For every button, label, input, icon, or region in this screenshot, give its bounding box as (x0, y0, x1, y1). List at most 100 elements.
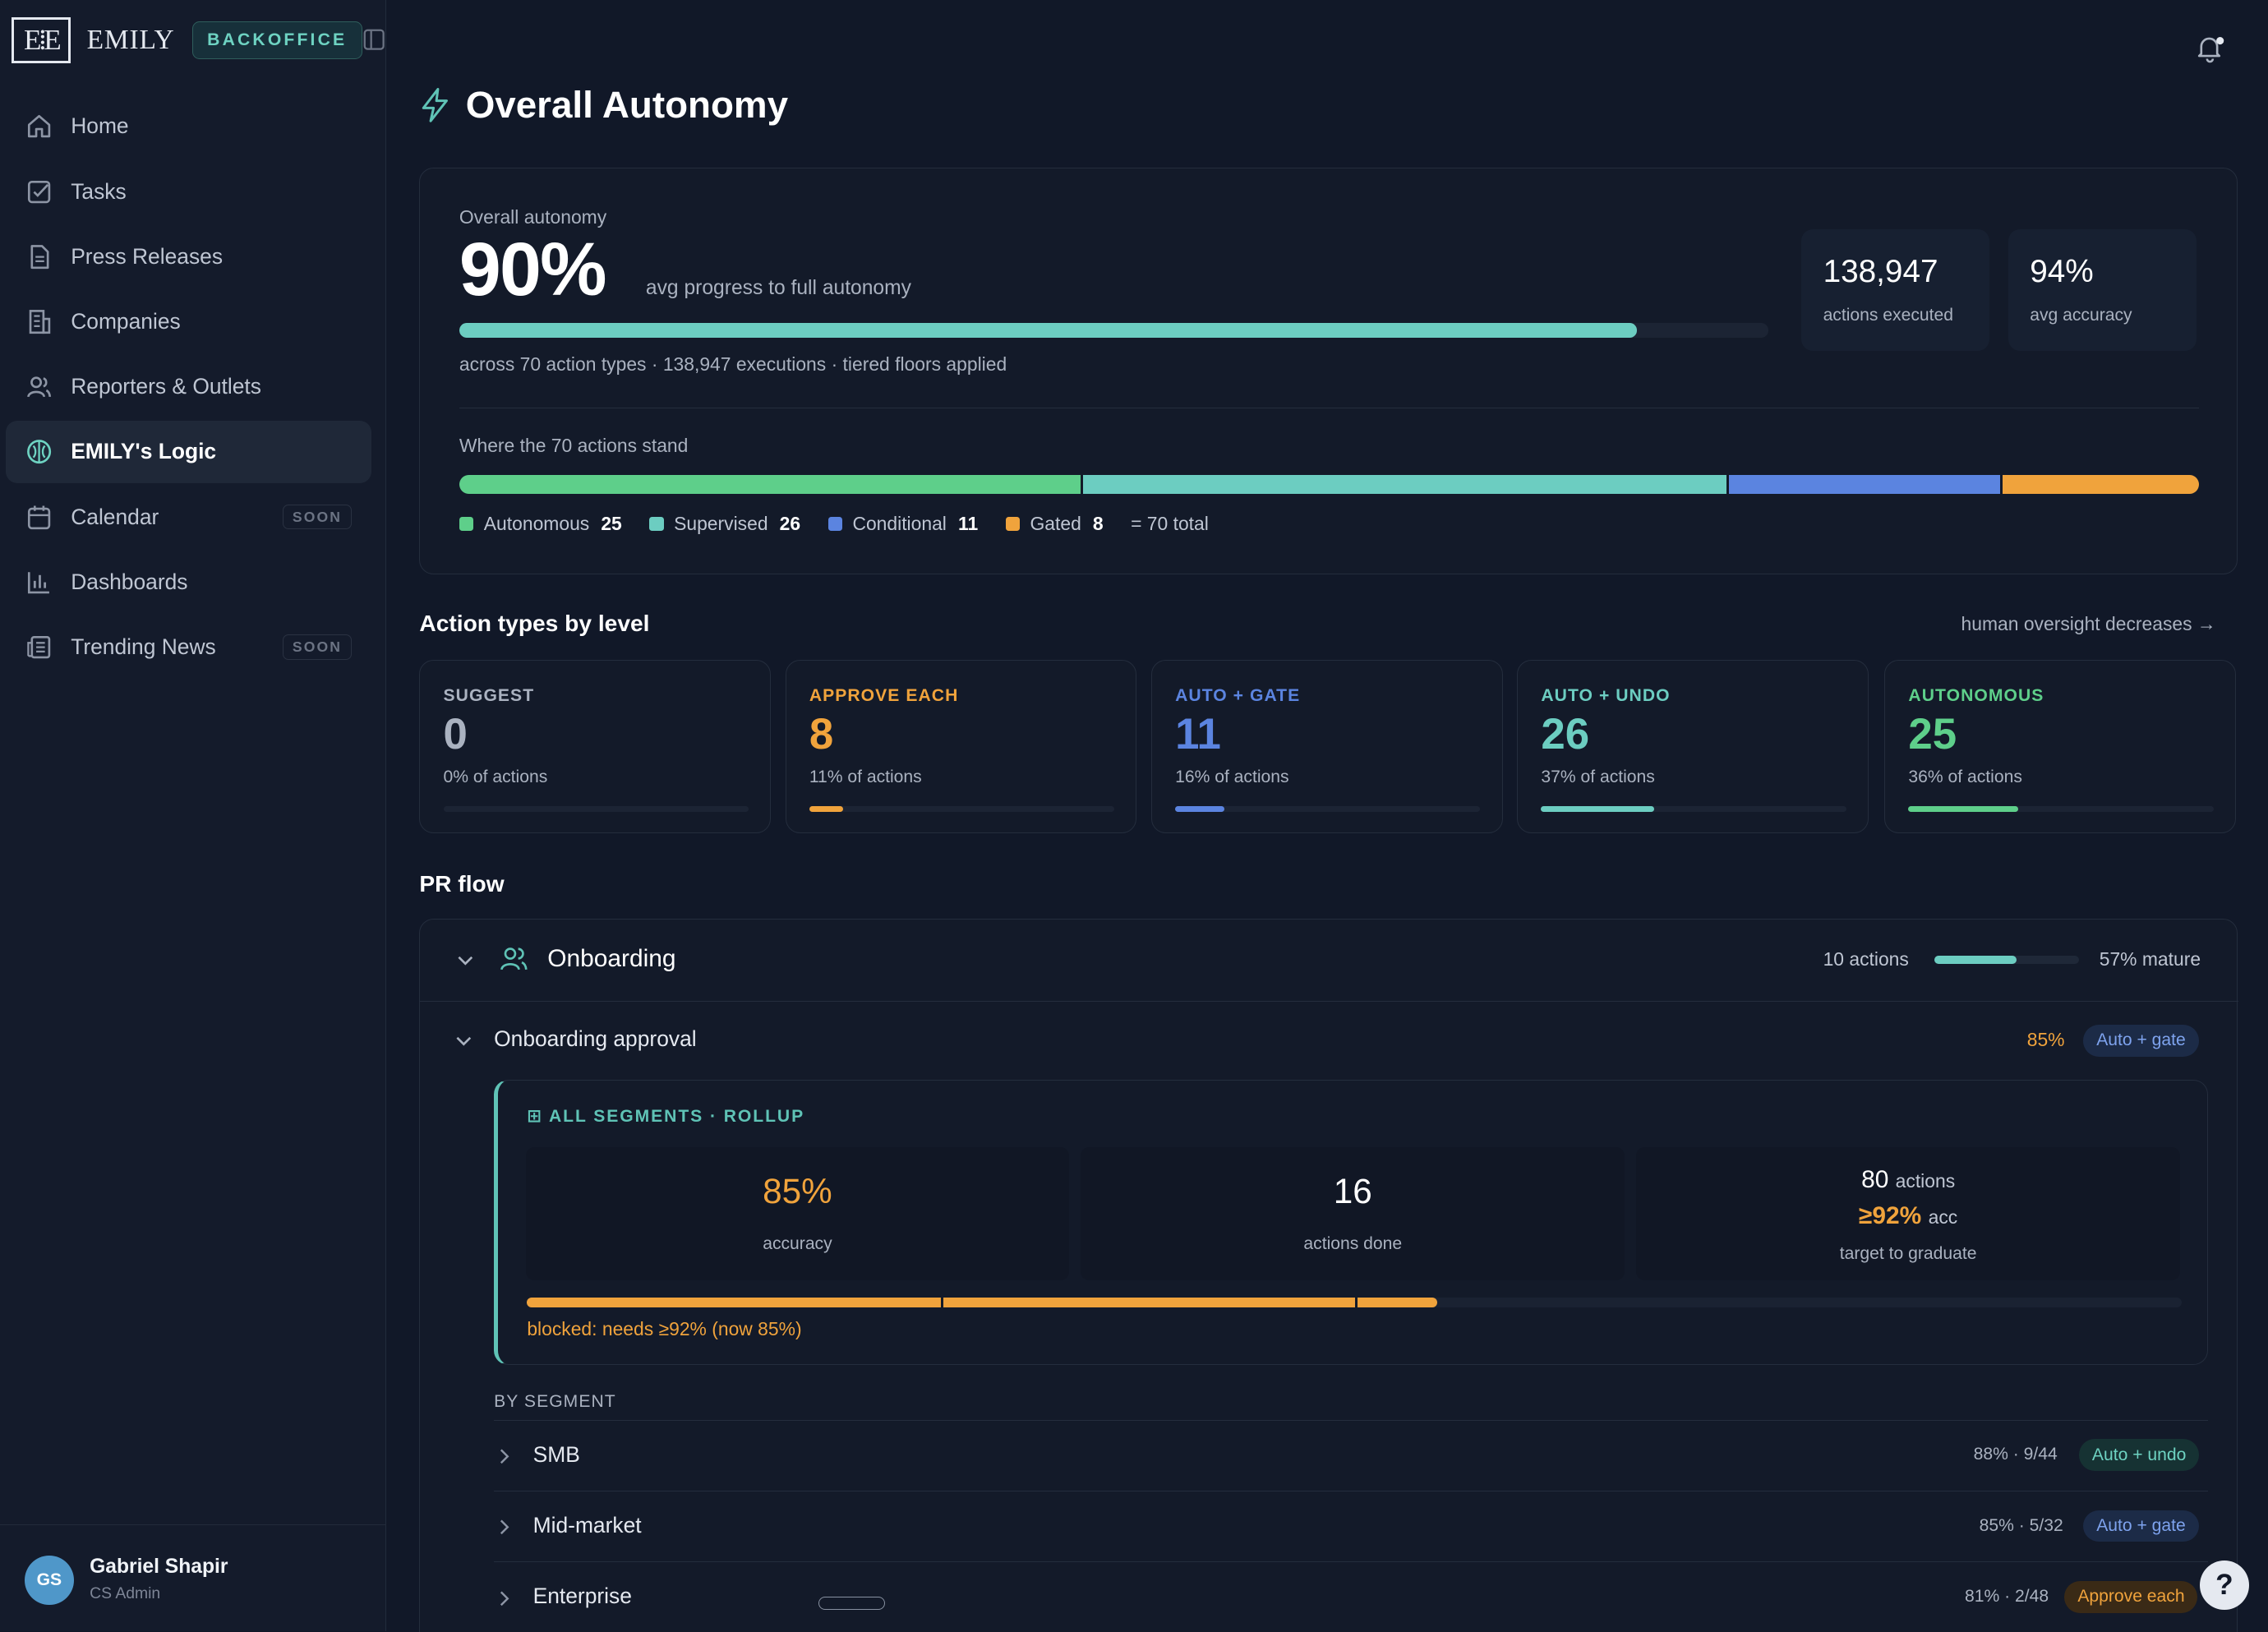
legend-total: = 70 total (1131, 513, 1209, 535)
blocked-message: blocked: needs ≥92% (now 85%) (527, 1317, 802, 1339)
levels-title: Action types by level (419, 610, 650, 636)
building-icon (25, 307, 53, 336)
chevron-down-icon[interactable] (455, 950, 476, 970)
action-row-onboarding-approval[interactable]: Onboarding approval 85% Auto + gate (420, 1002, 2238, 1080)
actions-stand-label: Where the 70 actions stand (459, 434, 689, 456)
segment-name: Mid-market (532, 1513, 642, 1538)
stat-label: actions executed (1823, 306, 1953, 325)
level-count: 8 (809, 710, 834, 759)
distribution-segment-conditional (1726, 475, 2001, 495)
target-acc-unit: acc (1928, 1206, 1958, 1228)
level-pct: 16% of actions (1175, 767, 1289, 786)
sidebar-item-trending-news[interactable]: Trending News SOON (6, 616, 371, 679)
level-pct: 0% of actions (443, 767, 548, 786)
legend-label: Supervised (674, 513, 768, 535)
level-title: AUTONOMOUS (1908, 686, 2044, 706)
autonomy-progress-bar (459, 323, 1768, 339)
level-count: 25 (1908, 710, 1957, 759)
sidebar-item-home[interactable]: Home (6, 95, 371, 158)
brand-name: EMILY (86, 25, 175, 56)
segment-row-mid-market[interactable]: Mid-market 85% · 5/32 Auto + gate (494, 1490, 2208, 1561)
rollup-done: 16 actions done (1081, 1146, 1625, 1280)
level-title: SUGGEST (443, 686, 535, 706)
sidebar-item-emilys-logic[interactable]: EMILY's Logic (6, 421, 372, 483)
sidebar-item-tasks[interactable]: Tasks (6, 160, 371, 223)
main-content: Overall Autonomy Overall autonomy 90% av… (386, 0, 2268, 1632)
graduation-progress-bar (527, 1297, 2182, 1308)
level-track (443, 806, 749, 813)
level-badge: Auto + gate (2083, 1025, 2199, 1057)
legend-swatch (459, 516, 474, 532)
page-header: Overall Autonomy (419, 84, 788, 127)
level-card-auto-gate[interactable]: AUTO + GATE 11 16% of actions (1150, 659, 1503, 833)
maturity-bar (1934, 955, 2080, 965)
level-card-auto-undo[interactable]: AUTO + UNDO 26 37% of actions (1517, 659, 1869, 833)
level-count: 11 (1175, 710, 1221, 759)
rollup-accuracy-value: 85% (763, 1171, 832, 1210)
actions-distribution-bar (459, 475, 2200, 495)
sidebar-item-press-releases[interactable]: Press Releases (6, 226, 371, 288)
rollup-target-label: target to graduate (1839, 1243, 1977, 1263)
segment-name: SMB (532, 1441, 580, 1467)
sidebar-collapse-icon[interactable] (363, 29, 385, 50)
stat-label: avg accuracy (2030, 306, 2132, 325)
rollup-target-accuracy: ≥92% acc (1636, 1202, 2180, 1230)
overall-autonomy-card: Overall autonomy 90% avg progress to ful… (419, 168, 2238, 574)
level-card-autonomous[interactable]: AUTONOMOUS 25 36% of actions (1884, 659, 2236, 833)
stat-value: 138,947 (1823, 253, 1938, 289)
target-actions-value: 80 (1861, 1165, 1889, 1193)
level-count: 26 (1541, 710, 1590, 759)
backoffice-badge: BACKOFFICE (191, 21, 362, 60)
user-profile[interactable]: GS Gabriel Shapir CS Admin (0, 1524, 386, 1631)
chevron-down-icon[interactable] (454, 1030, 474, 1051)
sidebar-item-label: Reporters & Outlets (71, 374, 261, 399)
users-icon (25, 372, 53, 401)
sidebar-item-companies[interactable]: Companies (6, 291, 371, 353)
sidebar-item-calendar[interactable]: Calendar SOON (6, 486, 371, 548)
sidebar-item-label: Calendar (71, 504, 159, 529)
brand[interactable]: E⁞E EMILY BACKOFFICE (12, 17, 362, 64)
legend-conditional: Conditional 11 (827, 513, 978, 535)
sidebar: E⁞E EMILY BACKOFFICE Home Tasks Press Re… (0, 0, 386, 1632)
group-name: Onboarding (547, 945, 676, 973)
rollup-target-actions: 80 actions (1636, 1166, 2180, 1194)
bell-icon[interactable] (2194, 32, 2226, 64)
level-badge: Auto + undo (2079, 1439, 2200, 1472)
rollup-accuracy-label: accuracy (763, 1233, 832, 1253)
by-segment-label: BY SEGMENT (494, 1392, 616, 1412)
target-acc-value: ≥92% (1859, 1201, 1922, 1229)
chevron-right-icon[interactable] (494, 1588, 514, 1609)
sidebar-item-label: Home (71, 113, 129, 139)
user-role: CS Admin (90, 1584, 161, 1603)
level-card-approve-each[interactable]: APPROVE EACH 8 11% of actions (785, 659, 1137, 833)
level-badge: Auto + gate (2083, 1510, 2199, 1542)
level-card-suggest[interactable]: SUGGEST 0 0% of actions (419, 659, 772, 833)
chevron-right-icon[interactable] (494, 1517, 514, 1537)
graduation-progress-part (1355, 1297, 1437, 1308)
group-row-onboarding[interactable]: Onboarding 10 actions 57% mature (420, 920, 2238, 1002)
level-count: 0 (443, 710, 468, 759)
sidebar-item-label: Companies (71, 309, 181, 334)
graduation-progress-part (527, 1297, 942, 1308)
help-button[interactable]: ? (2199, 1561, 2249, 1610)
autonomy-meta: across 70 action types · 138,947 executi… (459, 353, 1007, 376)
legend-swatch (827, 516, 843, 532)
horizontal-scroll-thumb[interactable] (818, 1597, 886, 1610)
level-fill (809, 806, 843, 813)
pr-flow-title: PR flow (419, 870, 505, 897)
brain-icon (25, 437, 53, 466)
segment-row-smb[interactable]: SMB 88% · 9/44 Auto + undo (494, 1419, 2208, 1491)
segment-row-enterprise[interactable]: Enterprise 81% · 2/48 Approve each (494, 1561, 2208, 1632)
legend-swatch (649, 516, 664, 532)
sidebar-item-label: Dashboards (71, 569, 188, 594)
chevron-right-icon[interactable] (494, 1446, 514, 1467)
stat-actions-executed: 138,947 actions executed (1801, 229, 1989, 351)
rollup-title: ⊞ ALL SEGMENTS · ROLLUP (527, 1106, 805, 1126)
sidebar-item-reporters[interactable]: Reporters & Outlets (6, 356, 371, 418)
level-pct: 37% of actions (1541, 767, 1655, 786)
home-icon (25, 112, 53, 141)
sidebar-item-label: Press Releases (71, 243, 224, 269)
sidebar-item-dashboards[interactable]: Dashboards (6, 551, 371, 613)
level-pct: 36% of actions (1908, 767, 2022, 786)
legend-count: 26 (779, 513, 801, 535)
